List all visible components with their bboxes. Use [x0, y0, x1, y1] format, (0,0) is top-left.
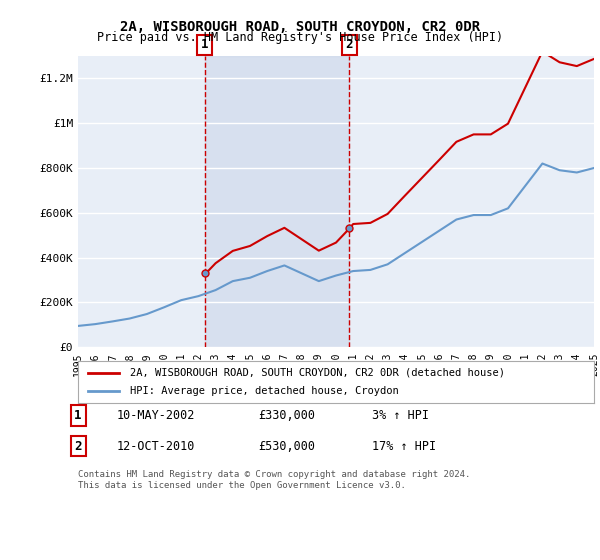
Text: £530,000: £530,000 — [258, 440, 315, 452]
Text: 2: 2 — [74, 440, 82, 452]
Text: 2: 2 — [346, 38, 353, 52]
Text: 12-OCT-2010: 12-OCT-2010 — [117, 440, 196, 452]
Text: 10-MAY-2002: 10-MAY-2002 — [117, 409, 196, 422]
Text: HPI: Average price, detached house, Croydon: HPI: Average price, detached house, Croy… — [130, 386, 398, 396]
Text: Contains HM Land Registry data © Crown copyright and database right 2024.
This d: Contains HM Land Registry data © Crown c… — [78, 470, 470, 490]
Text: Price paid vs. HM Land Registry's House Price Index (HPI): Price paid vs. HM Land Registry's House … — [97, 31, 503, 44]
Text: 1: 1 — [74, 409, 82, 422]
Text: £330,000: £330,000 — [258, 409, 315, 422]
Text: 17% ↑ HPI: 17% ↑ HPI — [372, 440, 436, 452]
Text: 2A, WISBOROUGH ROAD, SOUTH CROYDON, CR2 0DR (detached house): 2A, WISBOROUGH ROAD, SOUTH CROYDON, CR2 … — [130, 368, 505, 378]
Bar — [205, 56, 349, 347]
Text: 1: 1 — [201, 38, 208, 52]
Text: 3% ↑ HPI: 3% ↑ HPI — [372, 409, 429, 422]
Text: 2A, WISBOROUGH ROAD, SOUTH CROYDON, CR2 0DR: 2A, WISBOROUGH ROAD, SOUTH CROYDON, CR2 … — [120, 20, 480, 34]
